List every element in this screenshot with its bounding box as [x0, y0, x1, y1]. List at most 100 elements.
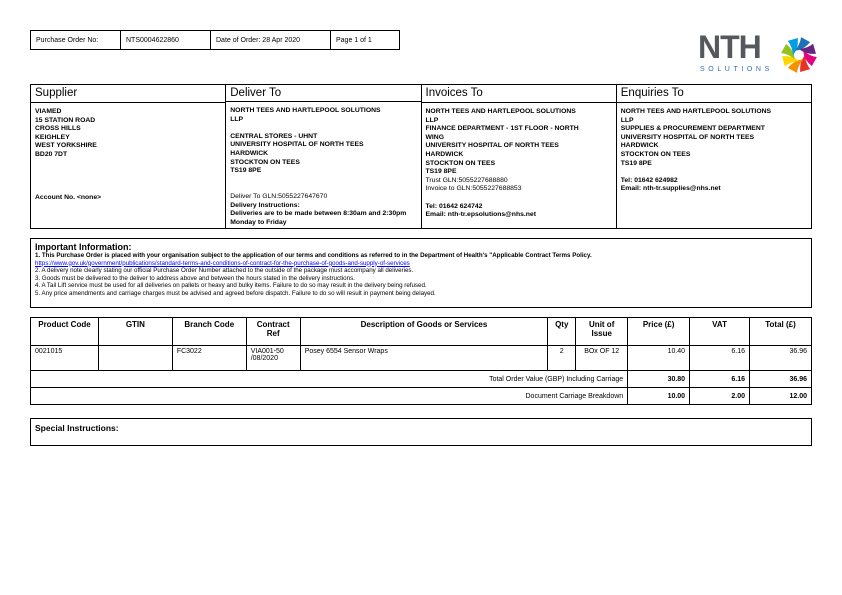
address-line: NORTH TEES AND HARTLEPOOL SOLUTIONS — [230, 107, 381, 114]
column-header: Price (£) — [627, 317, 691, 346]
address-line: TS19 8PE — [425, 168, 457, 176]
carriage-row: Document Carriage Breakdown 10.00 2.00 1… — [29, 387, 812, 405]
swirl-segment — [782, 56, 799, 67]
account-number: Account No. <none> — [35, 193, 102, 201]
enquiries-to-address: NORTH TEES AND HARTLEPOOL SOLUTIONS LLP … — [617, 103, 811, 199]
address-line: KEIGHLEY — [35, 133, 70, 141]
deliver-to-column: Deliver To NORTH TEES AND HARTLEPOOL SOL… — [226, 85, 422, 228]
column-header: Total (£) — [749, 317, 812, 346]
column-header: GTIN — [97, 317, 173, 346]
address-line: BD20 7DT — [35, 150, 68, 158]
total-vat: 6.16 — [689, 370, 750, 388]
total-label: Total Order Value (GBP) Including Carria… — [29, 370, 629, 388]
supplier-address: VIAMED 15 STATION ROAD CROSS HILLS KEIGH… — [31, 103, 225, 208]
address-line: WING — [425, 133, 445, 141]
column-header: Description of Goods or Services — [299, 317, 549, 346]
address-line: LLP — [425, 116, 439, 124]
address-line: HARDWICK — [425, 150, 464, 158]
total-net: 30.80 — [627, 370, 691, 388]
line-total: 36.96 — [749, 345, 812, 371]
table-row: 0021015 FC3022 VIA001-50 /08/2020 Posey … — [30, 345, 812, 371]
table-header: Product Code GTIN Branch Code Contract R… — [30, 317, 812, 346]
order-date: Date of Order: 28 Apr 2020 — [210, 30, 331, 50]
carriage-label: Document Carriage Breakdown — [29, 387, 629, 405]
deliver-gln: Deliver To GLN:5055227647670 — [230, 192, 328, 200]
invoices-to-heading: Invoices To — [421, 85, 616, 103]
branch-code: FC3022 — [171, 345, 247, 371]
invoices-phone: Tel: 01642 624742 — [425, 202, 483, 210]
swirl-icon — [781, 37, 817, 73]
address-table: Supplier VIAMED 15 STATION ROAD CROSS HI… — [30, 84, 812, 229]
delivery-instructions-label: Delivery Instructions: — [230, 201, 300, 209]
address-line: NORTH TEES AND HARTLEPOOL SOLUTIONS — [425, 108, 576, 115]
address-line: CROSS HILLS — [35, 125, 81, 133]
unit-of-issue: BOx OF 12 — [575, 345, 629, 371]
address-line: TS19 8PE — [620, 159, 652, 167]
address-line: 15 STATION ROAD — [35, 116, 96, 124]
address-line: FINANCE DEPARTMENT - 1ST FLOOR - NORTH — [425, 125, 579, 133]
deliver-to-address: NORTH TEES AND HARTLEPOOL SOLUTIONS LLP … — [226, 102, 420, 232]
special-instructions: Special Instructions: — [30, 418, 812, 446]
enquiries-to-column: Enquiries To NORTH TEES AND HARTLEPOOL S… — [616, 85, 811, 228]
info-title: Important Information: — [35, 242, 132, 252]
address-line: LLP — [230, 115, 244, 123]
swirl-segment — [787, 59, 804, 73]
terms-link[interactable]: https://www.gov.uk/government/publicatio… — [35, 259, 410, 267]
trust-gln: Trust GLN:5055227688880 — [425, 176, 508, 184]
supplier-heading: Supplier — [31, 85, 226, 103]
swirl-segment — [787, 38, 798, 55]
po-number: NTS0004622860 — [120, 30, 211, 50]
address-line: HARDWICK — [230, 149, 269, 157]
enquiries-to-heading: Enquiries To — [616, 85, 811, 103]
info-item: 2. A delivery note clearly stating our o… — [35, 267, 414, 275]
address-line: HARDWICK — [620, 142, 659, 150]
product-code: 0021015 — [30, 345, 99, 371]
swirl-segment — [803, 50, 817, 67]
enquiries-email: Email: nth-tr.supplies@nhs.net — [620, 185, 721, 193]
address-line: NORTH TEES AND HARTLEPOOL SOLUTIONS — [620, 108, 772, 115]
invoices-to-column: Invoices To NORTH TEES AND HARTLEPOOL SO… — [421, 85, 617, 228]
supplier-column: Supplier VIAMED 15 STATION ROAD CROSS HI… — [31, 85, 227, 228]
deliver-to-heading: Deliver To — [226, 85, 421, 102]
address-line: STOCKTON ON TEES — [230, 158, 300, 166]
carriage-vat: 2.00 — [689, 387, 750, 405]
address-line: UNIVERSITY HOSPITAL OF NORTH TEES — [230, 141, 364, 149]
address-line: LLP — [620, 116, 634, 124]
address-line: STOCKTON ON TEES — [425, 159, 496, 167]
address-line: VIAMED — [35, 108, 62, 115]
enquiries-phone: Tel: 01642 624982 — [620, 176, 678, 184]
address-line: SUPPLIES & PROCUREMENT DEPARTMENT — [620, 125, 765, 133]
swirl-segment — [794, 37, 811, 51]
delivery-instructions: Deliveries are to be made between 8:30am… — [230, 210, 407, 226]
description: Posey 6554 Sensor Wraps — [299, 345, 549, 371]
carriage-net: 10.00 — [627, 387, 691, 405]
address-line: CENTRAL STORES - UHNT — [230, 132, 318, 140]
column-header: Branch Code — [171, 317, 247, 346]
vat: 6.16 — [689, 345, 750, 371]
info-item: 1. This Purchase Order is placed with yo… — [35, 252, 592, 259]
logo-subtext: SOLUTIONS — [700, 66, 773, 73]
invoice-gln: Invoice to GLN:5055227688853 — [425, 185, 522, 193]
swirl-segment — [781, 43, 795, 60]
column-header: Product Code — [30, 317, 99, 346]
info-item: 4. A Tail Lift service must be used for … — [35, 282, 427, 290]
swirl-segment — [799, 43, 816, 54]
important-information: Important Information: 1. This Purchase … — [30, 238, 812, 308]
address-line: STOCKTON ON TEES — [620, 150, 691, 158]
address-line: WEST YORKSHIRE — [35, 142, 97, 150]
nth-solutions-logo: NTH SOLUTIONS — [698, 29, 818, 78]
invoices-email: Email: nth-tr.epsolutions@nhs.net — [425, 211, 536, 219]
swirl-segment — [800, 55, 811, 72]
total-row: Total Order Value (GBP) Including Carria… — [29, 370, 812, 388]
address-line: UNIVERSITY HOSPITAL OF NORTH TEES — [425, 142, 559, 150]
address-line: TS19 8PE — [230, 167, 262, 175]
info-item: 3. Goods must be delivered to the delive… — [35, 274, 355, 282]
total-gross: 36.96 — [749, 370, 812, 388]
column-header: Contract Ref — [245, 317, 301, 346]
logo-text: NTH — [698, 29, 762, 65]
column-header: Unit of Issue — [575, 317, 629, 346]
qty: 2 — [547, 345, 577, 371]
contract-ref: VIA001-50 /08/2020 — [245, 345, 301, 371]
info-item: 5. Any price amendments and carriage cha… — [35, 289, 436, 297]
page-number: Page 1 of 1 — [330, 30, 400, 50]
